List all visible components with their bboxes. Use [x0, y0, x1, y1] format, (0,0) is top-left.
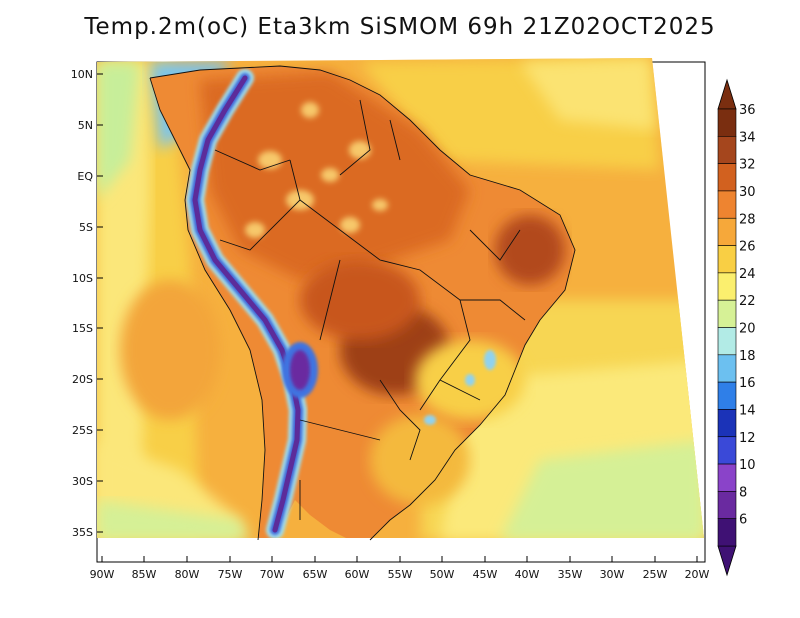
- axis-ticks: [97, 73, 103, 533]
- lat-label-25s: 25S: [72, 424, 93, 437]
- colorbar-label: 20: [739, 322, 756, 337]
- colorbar-bottom-arrow: [717, 545, 737, 577]
- colorbar-label: 10: [739, 458, 756, 473]
- colorbar-swatch: [717, 381, 737, 410]
- colorbar-label: 36: [739, 103, 756, 118]
- colorbar-swatch: [717, 245, 737, 274]
- colorbar-label: 32: [739, 158, 756, 173]
- colorbar-swatch: [717, 217, 737, 246]
- lat-label-20s: 20S: [72, 373, 93, 386]
- colorbar-swatch: [717, 327, 737, 356]
- lon-label-25w: 25W: [643, 568, 668, 581]
- colorbar-top-arrow: [717, 78, 737, 110]
- colorbar-swatch: [717, 136, 737, 164]
- colorbar-swatch: [717, 491, 737, 519]
- colorbar-label: 24: [739, 267, 756, 282]
- colorbar-label: 14: [739, 403, 756, 418]
- lon-label-65w: 65W: [303, 568, 328, 581]
- colorbar-swatch: [717, 163, 737, 192]
- colorbar-label: 34: [739, 130, 756, 145]
- lon-label-20w: 20W: [685, 568, 710, 581]
- colorbar-swatch: [717, 463, 737, 492]
- colorbar-label: 26: [739, 240, 756, 255]
- lat-label-15s: 15S: [72, 322, 93, 335]
- lat-label-30s: 30S: [72, 475, 93, 488]
- colorbar-label: 12: [739, 431, 756, 446]
- lon-label-55w: 55W: [388, 568, 413, 581]
- colorbar: 36 34 32 30 28 26 24 22 20 18 16 14 12 10 8 6: [717, 78, 756, 577]
- temperature-field: [97, 58, 704, 538]
- map-title: Temp.2m(oC) Eta3km SiSMOM 69h 21Z02OCT20…: [84, 14, 716, 40]
- colorbar-swatch: [717, 299, 737, 328]
- lon-label-60w: 60W: [345, 568, 370, 581]
- colorbar-label: 18: [739, 349, 756, 364]
- lon-label-70w: 70W: [260, 568, 285, 581]
- colorbar-swatch: [717, 409, 737, 438]
- colorbar-swatch: [717, 436, 737, 465]
- colorbar-swatch: [717, 354, 737, 383]
- colorbar-label: 16: [739, 376, 756, 391]
- lon-label-80w: 80W: [175, 568, 200, 581]
- lon-label-35w: 35W: [558, 568, 583, 581]
- colorbar-label: 6: [739, 513, 747, 528]
- colorbar-swatch: [717, 272, 737, 301]
- lat-label-5n: 5N: [78, 119, 93, 132]
- lon-label-45w: 45W: [473, 568, 498, 581]
- lat-label-10n: 10N: [71, 68, 93, 81]
- lat-label-10s: 10S: [72, 272, 93, 285]
- lon-label-75w: 75W: [218, 568, 243, 581]
- colorbar-label: 30: [739, 185, 756, 200]
- lat-label-35s: 35S: [72, 526, 93, 539]
- colorbar-label: 22: [739, 294, 756, 309]
- lon-label-40w: 40W: [515, 568, 540, 581]
- colorbar-swatch: [717, 190, 737, 219]
- colorbar-label: 8: [739, 485, 747, 500]
- colorbar-label: 28: [739, 212, 756, 227]
- lon-label-30w: 30W: [600, 568, 625, 581]
- lon-label-50w: 50W: [430, 568, 455, 581]
- lon-label-90w: 90W: [90, 568, 115, 581]
- colorbar-swatch: [717, 518, 737, 547]
- borders: [149, 65, 576, 541]
- colorbar-swatch: [717, 108, 737, 137]
- lat-label-eq: EQ: [77, 170, 93, 183]
- lon-label-85w: 85W: [132, 568, 157, 581]
- lat-label-5s: 5S: [79, 221, 93, 234]
